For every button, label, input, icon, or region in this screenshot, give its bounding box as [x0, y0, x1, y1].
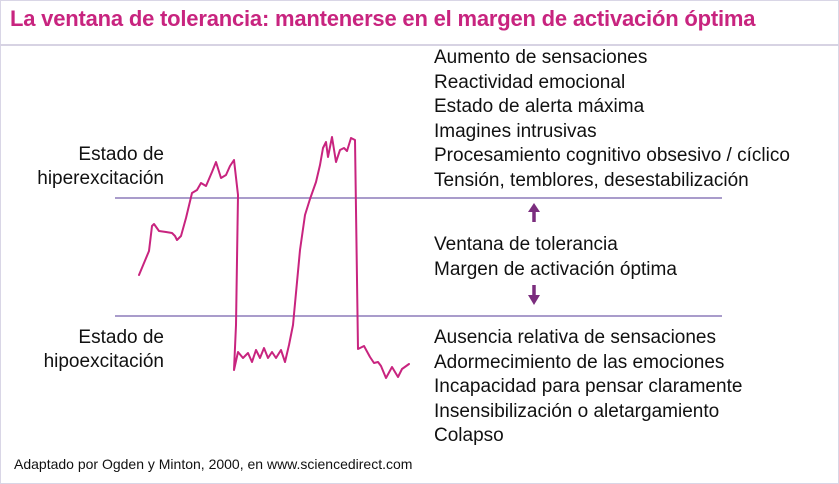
hyper-item: Procesamiento cognitivo obsesivo / cícli… [434, 145, 790, 167]
hypo-item: Ausencia relativa de sensaciones [434, 327, 717, 348]
hypoarousal-label-line-2: hipoexcitación [43, 351, 164, 372]
hypoarousal-symptoms: Ausencia relativa de sensaciones Adormec… [434, 326, 742, 449]
source-citation: Adaptado por Ogden y Minton, 2000, en ww… [14, 456, 413, 472]
window-item: Margen de activación óptima [434, 258, 677, 280]
hypoarousal-label: Estado de hipoexcitación [44, 326, 164, 374]
hyper-item: Aumento de sensaciones [434, 47, 648, 68]
hyperarousal-label-line-1: Estado de [78, 144, 164, 165]
hyper-item: Reactividad emocional [434, 71, 626, 93]
hyperarousal-label: Estado de hiperexcitación [37, 143, 164, 191]
hyperarousal-label-line-2: hiperexcitación [37, 168, 164, 189]
hypo-item: Colapso [434, 425, 504, 447]
window-item: Ventana de tolerancia [434, 234, 618, 255]
arrow-up-icon [528, 203, 540, 222]
diagram-title: La ventana de tolerancia: mantenerse en … [10, 6, 756, 31]
arrow-down-icon [528, 285, 540, 305]
hyperarousal-symptoms: Aumento de sensaciones Reactividad emoci… [434, 46, 790, 194]
hypoarousal-label-line-1: Estado de [78, 327, 164, 348]
hypo-item: Insensibilización o aletargamiento [434, 400, 720, 422]
hyper-item: Tensión, temblores, desestabilización [434, 169, 749, 191]
hyper-item: Estado de alerta máxima [434, 96, 645, 118]
title-divider [0, 44, 839, 46]
arousal-curve [138, 136, 410, 379]
hyper-item: Imagines intrusivas [434, 120, 597, 142]
hypo-item: Adormecimiento de las emociones [434, 351, 725, 373]
hypo-item: Incapacidad para pensar claramente [434, 376, 743, 398]
tolerance-window-text: Ventana de tolerancia Margen de activaci… [434, 233, 677, 282]
